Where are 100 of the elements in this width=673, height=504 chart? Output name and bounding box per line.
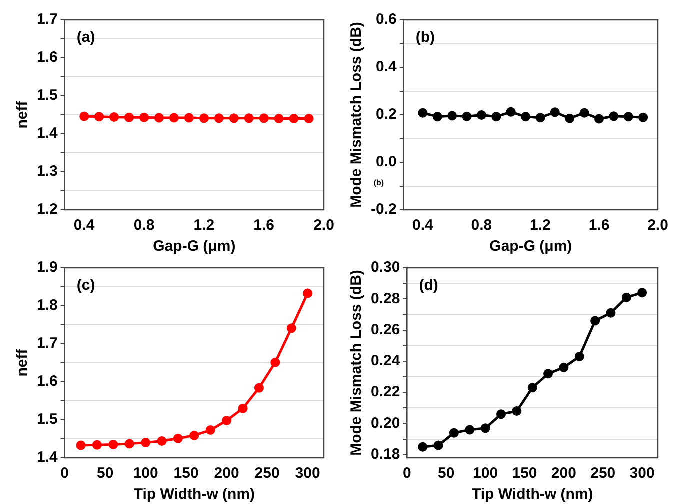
- y-tick-label: 1.7: [36, 335, 58, 352]
- y-tick-label: 0.26: [370, 321, 400, 338]
- y-axis-title: neff: [14, 348, 32, 377]
- y-tick-label: 1.4: [36, 125, 58, 142]
- point: [449, 428, 459, 438]
- point: [157, 436, 167, 446]
- point: [590, 316, 600, 326]
- x-tick-label: 250: [254, 465, 280, 482]
- point: [550, 108, 560, 118]
- y-tick-label: 0.0: [376, 154, 397, 171]
- point: [222, 416, 232, 426]
- y-tick-label: 1.8: [36, 297, 58, 314]
- x-axis-title: Gap-G (μm): [490, 238, 572, 256]
- point: [544, 369, 554, 379]
- point: [480, 424, 490, 434]
- y-tick-label: 0.28: [370, 290, 400, 308]
- x-tick-label: 250: [590, 465, 616, 482]
- point: [434, 440, 444, 450]
- point: [141, 438, 151, 448]
- point: [448, 111, 458, 121]
- point: [432, 112, 442, 122]
- point: [512, 406, 522, 416]
- text: (b): [374, 178, 384, 188]
- point: [506, 107, 516, 117]
- point: [559, 362, 569, 372]
- point: [638, 288, 648, 298]
- x-tick-label: 0.4: [74, 217, 96, 234]
- y-tick-label: 0.4: [376, 58, 398, 76]
- point: [580, 108, 590, 118]
- y-axis-title: Mode Mismatch Loss (dB): [348, 22, 366, 208]
- y-tick-label: -0.2: [370, 201, 397, 218]
- y-tick-label: 0.30: [370, 259, 400, 276]
- y-tick-label: 1.4: [36, 449, 58, 466]
- point: [536, 113, 546, 123]
- point: [418, 108, 428, 118]
- point: [303, 288, 313, 298]
- point: [606, 308, 616, 318]
- y-tick-label: 1.3: [36, 163, 58, 180]
- y-tick-label: 1.9: [36, 259, 58, 276]
- point: [76, 440, 86, 450]
- y-tick-label: 1.6: [36, 49, 58, 66]
- point: [124, 439, 134, 449]
- point: [624, 112, 634, 122]
- point: [574, 352, 584, 362]
- x-tick-label: 50: [438, 465, 455, 482]
- y-tick-label: 0.22: [370, 384, 400, 401]
- point: [565, 114, 575, 124]
- x-axis-title: Tip Width-w (nm): [134, 486, 256, 504]
- point: [476, 110, 486, 120]
- x-tick-label: 2.0: [648, 217, 668, 234]
- x-tick-label: 2.0: [314, 217, 334, 234]
- x-tick-label: 0.4: [412, 217, 434, 234]
- y-tick-label: 1.7: [36, 11, 58, 28]
- x-tick-label: 0.8: [471, 217, 492, 234]
- x-tick-label: 100: [133, 465, 158, 482]
- point: [462, 112, 472, 122]
- x-tick-label: 100: [473, 465, 498, 482]
- x-tick-label: 0: [403, 465, 412, 482]
- point: [238, 404, 248, 414]
- y-tick-label: 1.6: [36, 373, 58, 390]
- y-tick-label: 0.20: [370, 414, 400, 432]
- x-axis-title: Gap-G (μm): [153, 238, 236, 256]
- y-tick-label: 0.6: [376, 11, 397, 28]
- point: [206, 426, 216, 436]
- x-tick-label: 150: [174, 465, 199, 482]
- x-tick-label: 1.6: [254, 217, 275, 234]
- y-tick-label: 1.5: [36, 87, 58, 104]
- x-tick-label: 300: [630, 465, 655, 482]
- x-tick-label: 200: [214, 465, 240, 482]
- x-tick-label: 0.8: [134, 217, 155, 234]
- x-tick-label: 1.6: [588, 217, 610, 234]
- x-axis-title: Tip Width-w (nm): [472, 486, 594, 504]
- x-tick-label: 200: [551, 465, 576, 482]
- y-tick-label: 0.24: [370, 352, 401, 370]
- point: [465, 425, 475, 435]
- point: [108, 440, 118, 450]
- point: [92, 440, 102, 450]
- point: [190, 430, 200, 440]
- x-tick-label: 0: [60, 465, 70, 482]
- point: [638, 112, 648, 122]
- y-axis-title: Mode Mismatch Loss (dB): [348, 270, 366, 456]
- x-tick-label: 300: [295, 465, 320, 482]
- y-tick-label: 0.18: [370, 446, 400, 464]
- point: [254, 383, 264, 393]
- point: [286, 324, 296, 334]
- point: [521, 112, 531, 122]
- x-tick-label: 150: [512, 465, 538, 482]
- point: [594, 114, 604, 124]
- point: [418, 442, 428, 452]
- annotation: (a): [76, 29, 96, 46]
- annotation: (b): [416, 29, 436, 46]
- annotation: (d): [419, 277, 438, 294]
- point: [270, 358, 280, 368]
- x-tick-label: 1.2: [194, 217, 215, 234]
- point: [496, 410, 506, 420]
- y-tick-label: 0.2: [376, 106, 397, 124]
- point: [622, 292, 632, 302]
- annotation: (c): [76, 277, 96, 294]
- y-tick-label: 1.2: [36, 201, 58, 218]
- y-axis-title: neff: [14, 100, 32, 129]
